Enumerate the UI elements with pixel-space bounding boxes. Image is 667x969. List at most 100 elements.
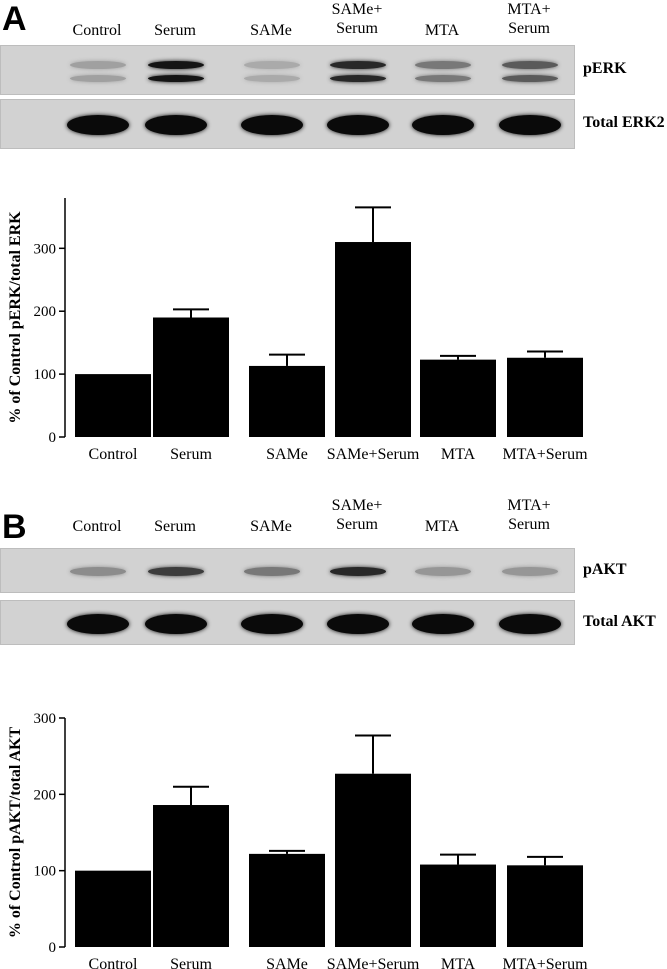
blot-band: [145, 115, 207, 135]
blot-strip: [0, 99, 575, 149]
x-tick-label: SAMe+Serum: [327, 956, 420, 969]
y-axis-label: % of Control pAKT/total AKT: [7, 727, 24, 939]
lane-label-line: MTA: [424, 518, 460, 535]
lane-label: SAMe: [226, 21, 316, 40]
lane-label: MTA+ Serum: [484, 496, 574, 534]
lane-label-line: MTA+: [507, 497, 551, 514]
y-tick-label: 0: [49, 940, 57, 956]
x-tick-label: Control: [89, 956, 138, 969]
blot-band: [67, 115, 129, 135]
y-tick-label: 200: [34, 787, 57, 803]
y-tick-label: 100: [34, 367, 57, 383]
bar: [249, 853, 325, 947]
blot-band: [70, 61, 126, 69]
lane-label-line: Serum: [508, 516, 550, 533]
lane-label-line: SAMe+: [331, 1, 383, 18]
y-tick-label: 0: [49, 430, 57, 446]
x-tick-label: SAMe: [266, 446, 308, 463]
blot-band: [330, 61, 386, 69]
blot-band: [244, 61, 300, 69]
lane-label: MTA+ Serum: [484, 0, 574, 38]
blot-band: [412, 115, 474, 135]
bar: [249, 365, 325, 437]
lane-label-line: Serum: [154, 22, 196, 39]
blot-band: [241, 115, 303, 135]
y-axis-label: % of Control pERK/total ERK: [7, 211, 24, 424]
lane-label-line: Serum: [336, 20, 378, 37]
blot-label: Total ERK2: [583, 114, 665, 131]
lane-label: Serum: [130, 21, 220, 40]
blot-band: [330, 567, 386, 576]
bar: [335, 242, 411, 437]
x-tick-label: Control: [89, 446, 138, 463]
blot-strip: [0, 548, 575, 593]
blot-band: [499, 613, 561, 634]
lane-label: Serum: [130, 517, 220, 536]
lane-label: SAMe+ Serum: [312, 496, 402, 534]
blot-band: [502, 61, 558, 69]
panel-letter-b: B: [2, 508, 27, 546]
blot-label: Total AKT: [583, 612, 656, 630]
y-tick-label: 300: [34, 711, 57, 727]
x-tick-label: MTA: [441, 956, 476, 969]
blot-band: [499, 115, 561, 135]
bar: [75, 870, 151, 947]
lane-label-line: SAMe+: [331, 497, 383, 514]
blot-band: [412, 613, 474, 634]
lane-label: MTA: [397, 21, 487, 40]
blot-band: [415, 61, 471, 69]
bar: [75, 374, 151, 437]
blot-band: [70, 74, 126, 82]
bar: [335, 773, 411, 947]
blot-band: [145, 613, 207, 634]
x-tick-label: Serum: [170, 956, 212, 969]
lane-label: Control: [52, 21, 142, 40]
bar: [507, 865, 583, 947]
lane-label-line: SAMe: [250, 22, 292, 39]
blot-band: [327, 613, 389, 634]
lane-label-line: Serum: [154, 518, 196, 535]
blot-band: [502, 567, 558, 576]
bar: [420, 359, 496, 437]
bar: [153, 805, 229, 947]
lane-label-line: SAMe: [250, 518, 292, 535]
bar: [507, 357, 583, 437]
lane-label-line: MTA: [424, 22, 460, 39]
bar: [153, 317, 229, 437]
blot-band: [67, 613, 129, 634]
x-tick-label: SAMe+Serum: [327, 446, 420, 463]
blot-band: [415, 74, 471, 82]
lane-label: SAMe: [226, 517, 316, 536]
blot-band: [148, 567, 204, 576]
x-tick-label: Serum: [170, 446, 212, 463]
lane-label-line: Serum: [336, 516, 378, 533]
blot-label: pAKT: [583, 560, 627, 578]
x-tick-label: SAMe: [266, 956, 308, 969]
blot-strip: [0, 600, 575, 645]
lane-label-line: Control: [72, 22, 122, 39]
lane-label-line: Serum: [508, 20, 550, 37]
blot-band: [241, 613, 303, 634]
blot-band: [502, 74, 558, 82]
x-tick-label: MTA+Serum: [502, 956, 588, 969]
blot-band: [415, 567, 471, 576]
bar: [420, 864, 496, 947]
lane-label-line: Control: [72, 518, 122, 535]
bar-chart-b: 0 100 200 300 % of Control pAKT/total AKT Con…: [7, 711, 588, 969]
x-tick-label: MTA: [441, 446, 476, 463]
blot-strip: [0, 45, 575, 95]
blot-band: [148, 74, 204, 82]
blot-band: [244, 74, 300, 82]
y-tick-label: 100: [34, 864, 57, 880]
lane-label: SAMe+ Serum: [312, 0, 402, 38]
blot-band: [70, 567, 126, 576]
blot-band: [148, 61, 204, 69]
x-tick-label: MTA+Serum: [502, 446, 588, 463]
blot-band: [244, 567, 300, 576]
bar-chart-a: 0 100 200 300 % of Control pERK/total ERK Con…: [7, 198, 588, 463]
y-tick-label: 200: [34, 304, 57, 320]
lane-label: Control: [52, 517, 142, 536]
lane-label-line: MTA+: [507, 1, 551, 18]
lane-label: MTA: [397, 517, 487, 536]
blot-band: [327, 115, 389, 135]
